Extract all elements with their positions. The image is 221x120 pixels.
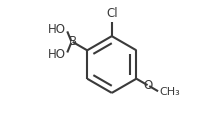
- Text: O: O: [143, 79, 152, 92]
- Text: HO: HO: [48, 23, 66, 36]
- Text: B: B: [69, 35, 77, 48]
- Text: CH₃: CH₃: [159, 87, 180, 97]
- Text: Cl: Cl: [106, 7, 118, 20]
- Text: HO: HO: [48, 48, 66, 61]
